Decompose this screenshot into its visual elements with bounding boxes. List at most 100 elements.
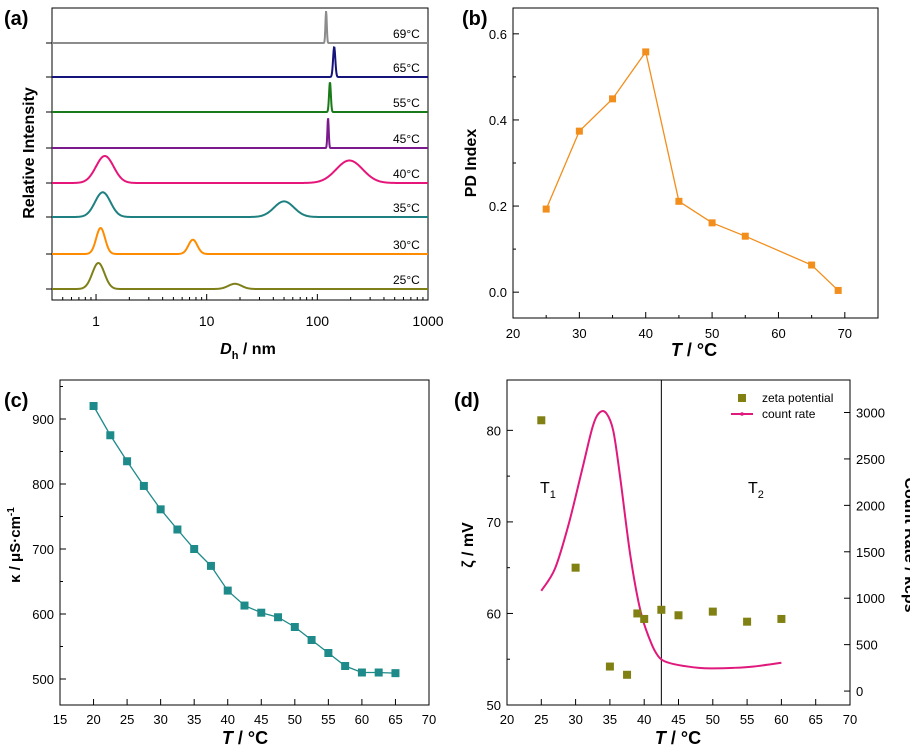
- y-tick-label: 80: [487, 423, 501, 438]
- y-right-tick-label: 2500: [856, 452, 885, 467]
- x-tick-label: 40: [220, 712, 234, 727]
- data-point: [274, 613, 283, 622]
- series-line: [52, 154, 428, 184]
- data-point: [834, 286, 842, 294]
- x-tick-label: 65: [388, 712, 402, 727]
- y-axis-label: Relative Intensity: [21, 87, 38, 219]
- data-point: [173, 525, 182, 534]
- x-tick-label: 60: [774, 712, 788, 727]
- series-label: 30°C: [393, 238, 420, 252]
- region-label: T1: [540, 480, 556, 501]
- data-point: [605, 662, 614, 671]
- plot-frame: [51, 7, 429, 301]
- x-tick-label: 50: [288, 712, 302, 727]
- series-line: [52, 227, 428, 255]
- panel-d: (d) 20 25 30 35 40 45 50 55 60 65 70 50 60 70 80 0 500 100…: [454, 379, 910, 748]
- series-line: [52, 191, 428, 218]
- x-tick-label: 15: [53, 712, 67, 727]
- x-tick-label: 25: [534, 712, 548, 727]
- data-point: [674, 611, 683, 620]
- y-right-tick-label: 0: [856, 684, 863, 699]
- data-point: [741, 232, 749, 240]
- data-point: [106, 431, 115, 440]
- x-tick-label: 70: [838, 326, 852, 341]
- data-point: [640, 614, 649, 623]
- x-tick-label: 25: [120, 712, 134, 727]
- legend: zeta potential count rate: [731, 391, 833, 421]
- data-point: [642, 48, 650, 56]
- panel-c: (c) 15 20 25 30 35 40 45 50 55 60 65 70 500 600 700 800 9…: [4, 379, 436, 748]
- data-point: [139, 481, 148, 490]
- data-point: [537, 416, 546, 425]
- y-axis-label: PD Index: [463, 129, 480, 198]
- series-line: [52, 118, 428, 149]
- y-tick-label: 0.6: [489, 27, 507, 42]
- y-axis-label: ζ / mV: [460, 522, 477, 568]
- data-point: [609, 95, 617, 103]
- x-axis-label: T / °C: [222, 728, 268, 748]
- x-tick-label: 20: [86, 712, 100, 727]
- data-point: [223, 586, 232, 595]
- y-tick-label: 800: [32, 477, 54, 492]
- y-right-axis-label: Count Rate / kcps: [901, 477, 910, 612]
- data-point: [190, 545, 199, 553]
- count-rate-line: [540, 409, 782, 670]
- data-point: [633, 609, 642, 618]
- x-axis-label: T / °C: [655, 728, 701, 748]
- x-tick-label: 70: [843, 712, 857, 727]
- series-label: 69°C: [393, 27, 420, 41]
- data-point: [575, 127, 583, 135]
- y-right-tick-label: 1000: [856, 591, 885, 606]
- y-tick-label: 0.2: [489, 199, 507, 214]
- series-line: [52, 261, 428, 290]
- plot-frame: [512, 7, 879, 319]
- x-tick-label: 30: [153, 712, 167, 727]
- series-label: 45°C: [393, 132, 420, 146]
- data-point: [357, 668, 366, 677]
- data-point: [240, 601, 249, 610]
- x-tick-label: 1: [92, 313, 100, 329]
- y-tick-label: 50: [487, 698, 501, 713]
- data-point: [777, 614, 786, 623]
- data-point: [657, 605, 666, 614]
- data-point: [341, 662, 350, 670]
- data-point: [324, 649, 333, 657]
- series-line: [52, 46, 428, 78]
- plot-frame: [59, 379, 430, 706]
- y-tick-label: 70: [487, 515, 501, 530]
- legend-label-zeta: zeta potential: [762, 391, 833, 405]
- panel-a: (a) 1 10 100 1000 Dh / nm Relative Intensity 25…: [4, 7, 444, 362]
- x-tick-label: 45: [254, 712, 268, 727]
- x-tick-label: 30: [572, 326, 586, 341]
- x-tick-label: 30: [568, 712, 582, 727]
- legend-marker-zeta: [738, 394, 746, 402]
- data-point: [743, 617, 752, 626]
- series-label: 35°C: [393, 201, 420, 215]
- data-point: [290, 623, 299, 631]
- y-tick-label: 0.4: [489, 113, 507, 128]
- series-line: [545, 50, 839, 291]
- data-point: [675, 197, 683, 205]
- plot-frame: [506, 379, 851, 706]
- data-point: [623, 670, 632, 679]
- x-tick-label: 45: [671, 712, 685, 727]
- series-label: 25°C: [393, 273, 420, 287]
- y-tick-label: 600: [32, 607, 54, 622]
- x-tick-label: 60: [771, 326, 785, 341]
- y-right-tick-label: 500: [856, 638, 878, 653]
- series-line: [92, 405, 396, 674]
- x-tick-label: 35: [603, 712, 617, 727]
- data-point: [307, 636, 316, 644]
- y-tick-label: 700: [32, 542, 54, 557]
- x-tick-label: 50: [706, 712, 720, 727]
- data-point: [206, 561, 215, 570]
- data-point: [391, 669, 400, 678]
- panel-b: (b) 20 30 40 50 60 70 0.0 0.2 0.4 0.6 T / °C PD Inde…: [462, 7, 879, 360]
- y-right-tick-label: 2000: [856, 498, 885, 513]
- data-point: [374, 668, 383, 677]
- data-point: [542, 205, 550, 213]
- y-right-tick-label: 3000: [856, 406, 885, 421]
- series-label: 40°C: [393, 167, 420, 181]
- series-line: [52, 81, 428, 113]
- x-axis-label: T / °C: [671, 340, 717, 360]
